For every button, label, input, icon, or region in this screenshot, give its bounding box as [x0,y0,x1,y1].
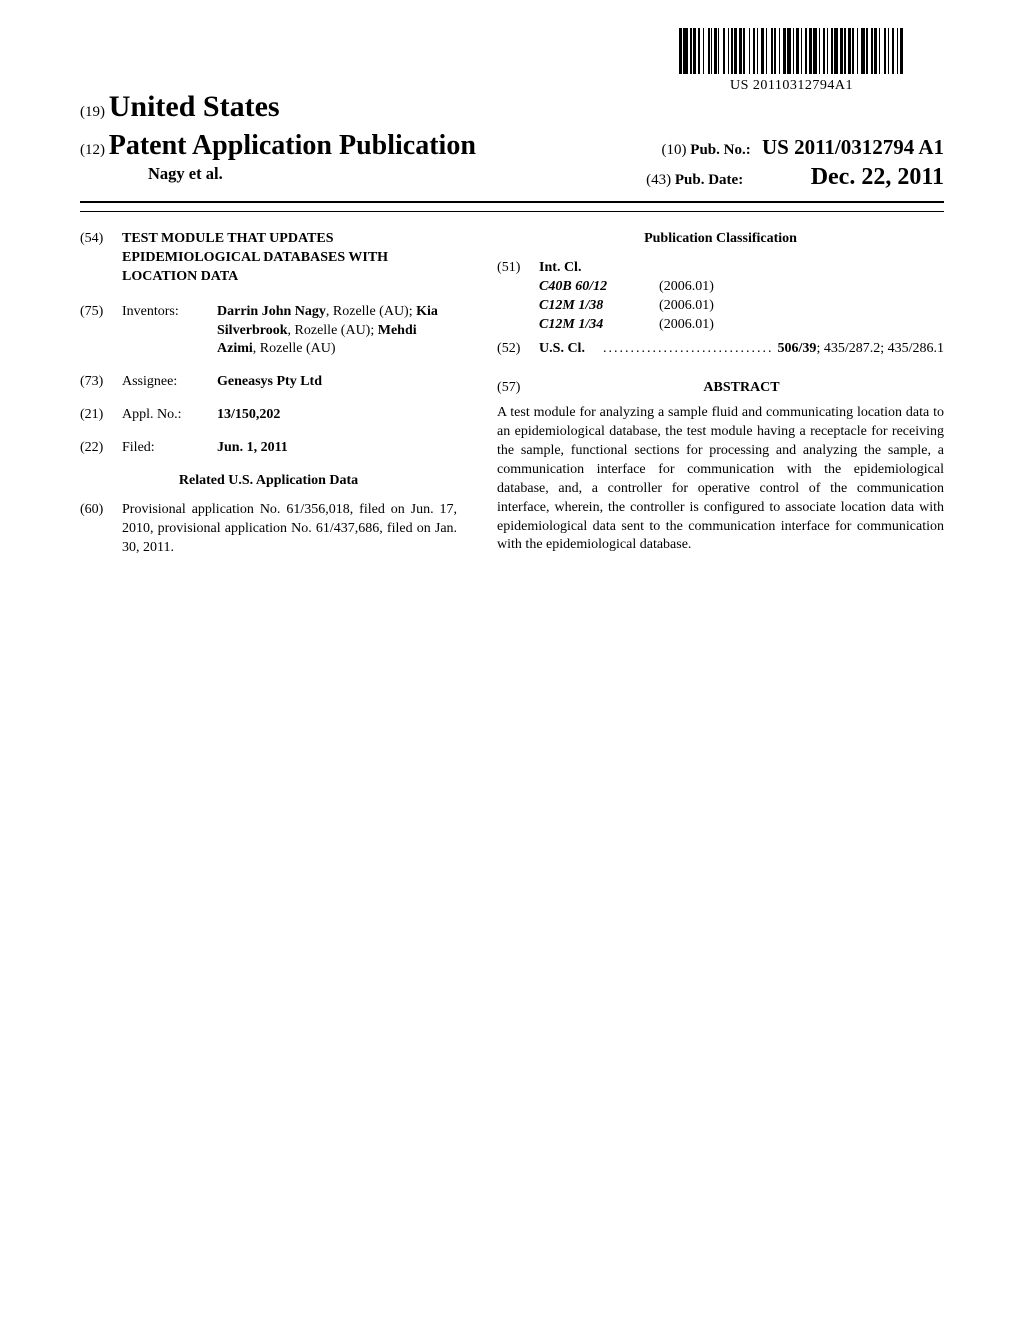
columns: (54) TEST MODULE THAT UPDATES EPIDEMIOLO… [80,230,944,572]
doc-type: Patent Application Publication [109,130,476,161]
intcl-year: (2006.01) [659,278,944,297]
appl-no-label: Appl. No.: [122,406,217,425]
intcl-block: (51) Int. Cl. C40B 60/12(2006.01)C12M 1/… [497,259,944,335]
intcl-year: (2006.01) [659,316,944,335]
intcl-row: C12M 1/38(2006.01) [497,297,944,316]
hdr-prefix-19: (19) [80,104,105,120]
pub-date-label: Pub. Date: [675,172,743,188]
pub-no-prefix: (10) [662,142,687,158]
header-line3: Nagy et al. (43) Pub. Date: Dec. 22, 201… [80,164,944,191]
intcl-label: Int. Cl. [539,259,581,278]
appl-no-num: (21) [80,406,122,425]
left-column: (54) TEST MODULE THAT UPDATES EPIDEMIOLO… [80,230,457,572]
filed-value: Jun. 1, 2011 [217,439,457,458]
header-line1: (19) United States [80,90,944,124]
filed-num: (22) [80,439,122,458]
pub-no-label: Pub. No.: [690,142,750,158]
abstract-num: (57) [497,379,539,398]
assignee-value: Geneasys Pty Ltd [217,373,457,392]
patent-page: US 20110312794A1 (19) United States (12)… [0,0,1024,1320]
filed-field: (22) Filed: Jun. 1, 2011 [80,439,457,458]
filed-label: Filed: [122,439,217,458]
inventors-value: Darrin John Nagy, Rozelle (AU); Kia Silv… [217,303,457,360]
title-field: (54) TEST MODULE THAT UPDATES EPIDEMIOLO… [80,230,457,287]
inventors-field: (75) Inventors: Darrin John Nagy, Rozell… [80,303,457,360]
prov-num: (60) [80,501,122,558]
pub-no: US 2011/0312794 A1 [762,135,944,159]
pubclass-header: Publication Classification [497,230,944,249]
title-num: (54) [80,230,122,287]
assignee-num: (73) [80,373,122,392]
intcl-row: C40B 60/12(2006.01) [497,278,944,297]
uscl-label: U.S. Cl. [539,340,603,359]
rule-thin [80,211,944,212]
intcl-code: C40B 60/12 [497,278,659,297]
assignee-label: Assignee: [122,373,217,392]
barcode-label: US 20110312794A1 [679,78,904,94]
uscl-dots: ............................... [603,340,774,359]
doc-type-wrap: (12) Patent Application Publication [80,130,476,162]
uscl-num: (52) [497,340,539,359]
pub-no-line: (10) Pub. No.: US 2011/0312794 A1 [662,135,944,160]
barcode [679,28,904,74]
authors: Nagy et al. [80,164,223,191]
country: United States [109,90,280,123]
right-column: Publication Classification (51) Int. Cl.… [497,230,944,572]
appl-no-field: (21) Appl. No.: 13/150,202 [80,406,457,425]
inventors-num: (75) [80,303,122,360]
intcl-num: (51) [497,259,539,278]
hdr-prefix-12: (12) [80,142,105,158]
header-line2: (12) Patent Application Publication (10)… [80,130,944,162]
uscl-rest: ; 435/287.2; 435/286.1 [816,341,944,356]
intcl-code: C12M 1/34 [497,316,659,335]
appl-no-value: 13/150,202 [217,406,457,425]
pub-date-prefix: (43) [646,172,671,188]
assignee-field: (73) Assignee: Geneasys Pty Ltd [80,373,457,392]
intcl-rows: C40B 60/12(2006.01)C12M 1/38(2006.01)C12… [497,278,944,335]
inventors-label: Inventors: [122,303,217,360]
intcl-row: C12M 1/34(2006.01) [497,316,944,335]
invention-title: TEST MODULE THAT UPDATES EPIDEMIOLOGICAL… [122,230,457,287]
pub-date-line: (43) Pub. Date: Dec. 22, 2011 [646,164,944,191]
uscl-bold: 506/39 [778,341,817,356]
pub-date: Dec. 22, 2011 [811,164,944,190]
provisional-field: (60) Provisional application No. 61/356,… [80,501,457,558]
prov-text: Provisional application No. 61/356,018, … [122,501,457,558]
uscl-value: 506/39; 435/287.2; 435/286.1 [774,340,944,359]
abstract-header: ABSTRACT [539,379,944,398]
abstract-text: A test module for analyzing a sample flu… [497,404,944,555]
related-header: Related U.S. Application Data [80,472,457,491]
barcode-block: US 20110312794A1 [679,28,904,94]
intcl-code: C12M 1/38 [497,297,659,316]
header: (19) United States (12) Patent Applicati… [80,90,944,191]
rule-thick [80,201,944,203]
intcl-year: (2006.01) [659,297,944,316]
uscl-field: (52) U.S. Cl. ..........................… [497,340,944,359]
